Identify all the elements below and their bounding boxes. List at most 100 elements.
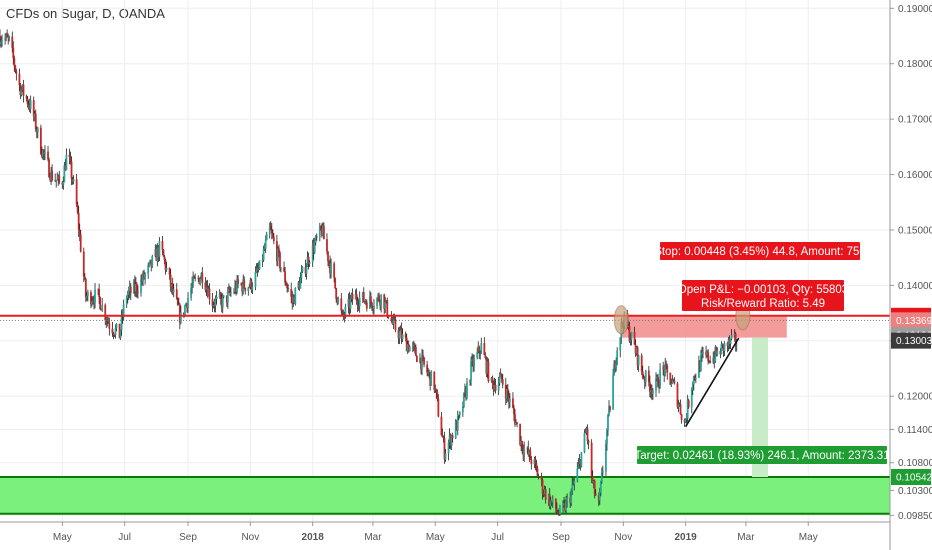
price-tag-bg: [891, 332, 931, 349]
candle-body: [734, 334, 737, 345]
candle-body: [437, 398, 440, 417]
candle-body: [158, 241, 161, 257]
candle-body: [150, 259, 153, 267]
candle-body: [564, 503, 566, 511]
candle-body: [194, 278, 197, 279]
time-tick-label: Jul: [118, 532, 131, 543]
pnl-label-box: [682, 280, 844, 311]
candle-body: [93, 300, 95, 304]
candle-body: [677, 404, 680, 408]
candle-body: [421, 355, 423, 370]
candle-body: [36, 127, 39, 133]
candle-body: [43, 150, 45, 154]
candle-body: [119, 330, 122, 339]
candle-body: [735, 343, 738, 345]
candle-body: [400, 329, 403, 340]
candle-body: [643, 378, 646, 383]
candle-body: [186, 303, 188, 309]
candle-body: [207, 288, 210, 297]
candle-body: [342, 312, 345, 316]
candle-body: [136, 283, 138, 292]
candle-body: [171, 283, 174, 293]
candle-body: [644, 370, 647, 383]
candle-body: [562, 504, 564, 507]
candle-body: [680, 414, 683, 420]
candle-body: [240, 283, 243, 285]
candle-body: [241, 284, 244, 292]
candle-body: [373, 306, 375, 310]
candle-body: [706, 351, 708, 356]
candle-body: [406, 344, 409, 352]
price-tag-bg: [891, 312, 931, 329]
candle-body: [630, 331, 633, 340]
candle-body: [447, 442, 450, 454]
candle-body: [715, 347, 718, 355]
candle-body: [461, 407, 464, 413]
candle-body: [530, 459, 533, 465]
candle-body: [197, 277, 200, 279]
target-zone: [0, 477, 890, 514]
candle-body: [448, 435, 451, 443]
candle-body: [691, 384, 694, 391]
candle-body: [13, 58, 16, 66]
candle-body: [577, 463, 580, 469]
candle-body: [79, 234, 82, 252]
candle-body: [144, 273, 146, 279]
candle-body: [492, 382, 495, 390]
candle-body: [243, 279, 246, 288]
candle-body: [305, 266, 308, 274]
candle-body: [69, 157, 72, 162]
profit-bar: [752, 337, 768, 478]
candle-body: [521, 441, 524, 451]
candle-body: [33, 113, 36, 117]
candle-body: [576, 468, 579, 481]
candle-body: [205, 287, 208, 291]
candle-body: [469, 379, 471, 383]
candle-body: [299, 277, 302, 289]
candle-body: [227, 289, 230, 292]
candle-body: [472, 359, 474, 367]
candle-body: [486, 361, 489, 374]
candle-body: [514, 414, 516, 425]
candle-body: [292, 296, 295, 303]
candle-body: [128, 286, 131, 292]
candle-body: [176, 298, 179, 306]
candle-body: [68, 154, 71, 158]
candle-body: [671, 380, 674, 384]
candle-body: [348, 298, 351, 309]
candle-body: [636, 347, 639, 366]
candle-body: [499, 373, 502, 378]
candle-body: [251, 286, 254, 290]
candle-body: [78, 229, 81, 235]
candle-body: [355, 293, 358, 301]
candle-body: [665, 363, 668, 366]
candle-body: [185, 303, 187, 306]
candle-body: [271, 233, 274, 237]
candle-body: [570, 490, 573, 504]
candle-body: [547, 494, 550, 500]
candle-body: [237, 279, 239, 284]
candle-body: [187, 298, 189, 309]
candle-body: [284, 271, 286, 283]
candle-body: [242, 279, 245, 292]
candle-body: [70, 161, 73, 179]
price-axis-layer: 0.19000 0.18000 0.17000 0.16000 0.15000 0.140…: [889, 0, 932, 550]
candle-body: [592, 480, 595, 483]
candle-body: [494, 384, 497, 391]
candle-body: [616, 350, 619, 361]
candle-body: [401, 334, 404, 340]
candle-body: [127, 291, 130, 295]
candle-body: [548, 494, 551, 507]
candle-body: [329, 262, 331, 274]
candle-body: [666, 365, 669, 373]
candle-body: [705, 351, 707, 356]
candle-body: [557, 511, 559, 514]
candle-body: [97, 288, 99, 290]
candle-body: [65, 154, 68, 170]
candle-body: [601, 471, 604, 473]
candle-body: [394, 319, 397, 331]
candle-body: [115, 323, 118, 329]
candle-body: [383, 294, 386, 309]
candle-body: [434, 388, 437, 390]
